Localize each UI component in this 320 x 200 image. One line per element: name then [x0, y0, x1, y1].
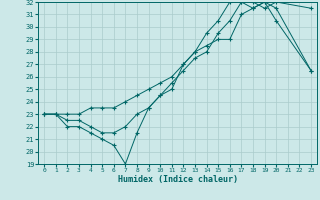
X-axis label: Humidex (Indice chaleur): Humidex (Indice chaleur) — [118, 175, 238, 184]
